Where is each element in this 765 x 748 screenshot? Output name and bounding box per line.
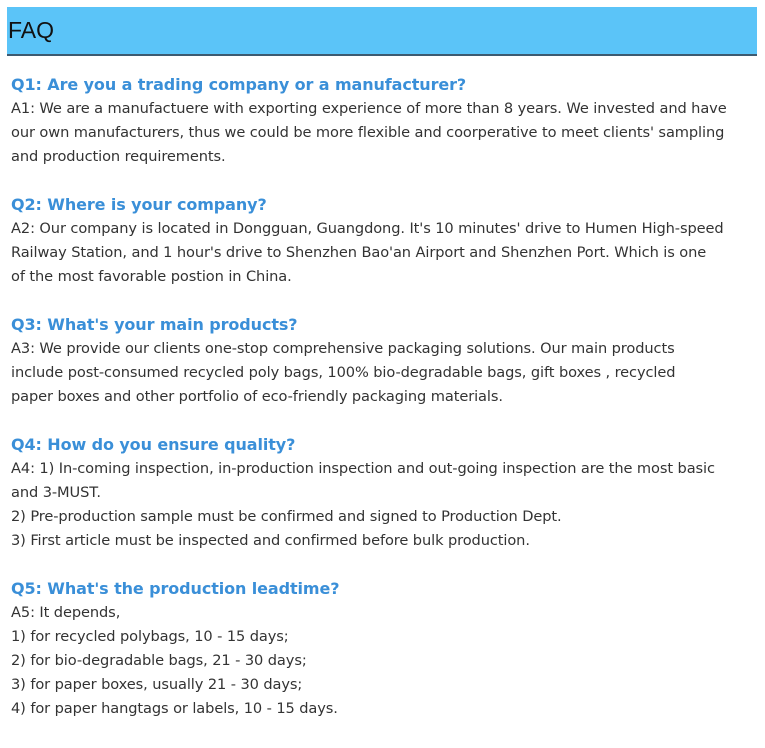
faq-question: Q1: Are you a trading company or a manuf… <box>11 75 467 94</box>
faq-question: Q5: What's the production leadtime? <box>11 579 340 598</box>
faq-question: Q2: Where is your company? <box>11 195 267 214</box>
answer-line: A4: 1) In-coming inspection, in-producti… <box>11 460 715 477</box>
faq-question: Q4: How do you ensure quality? <box>11 435 296 454</box>
faq-answer: A5: It depends, 1) for recycled polybags,… <box>11 601 761 721</box>
faq-header: FAQ <box>7 7 757 56</box>
faq-item: Q5: What's the production leadtime? A5: I… <box>11 577 761 721</box>
answer-line: 1) for recycled polybags, 10 - 15 days; <box>11 628 289 645</box>
answer-line: 3) First article must be inspected and c… <box>11 532 530 549</box>
answer-line: A1: We are a manufactuere with exporting… <box>11 100 727 117</box>
answer-line: include post-consumed recycled poly bags… <box>11 364 676 381</box>
faq-answer: A2: Our company is located in Dongguan, … <box>11 217 761 289</box>
answer-line: A5: It depends, <box>11 604 121 621</box>
answer-line: 2) for bio-degradable bags, 21 - 30 days… <box>11 652 307 669</box>
faq-item: Q2: Where is your company? A2: Our compan… <box>11 193 761 289</box>
faq-question: Q3: What's your main products? <box>11 315 298 334</box>
faq-answer: A1: We are a manufactuere with exporting… <box>11 97 761 169</box>
faq-item: Q4: How do you ensure quality? A4: 1) In-… <box>11 433 761 553</box>
faq-item: Q1: Are you a trading company or a manuf… <box>11 73 761 169</box>
answer-line: Railway Station, and 1 hour's drive to S… <box>11 244 707 261</box>
answer-line: and 3-MUST. <box>11 484 101 501</box>
answer-line: A3: We provide our clients one-stop comp… <box>11 340 675 357</box>
answer-line: our own manufacturers, thus we could be … <box>11 124 725 141</box>
faq-answer: A4: 1) In-coming inspection, in-producti… <box>11 457 761 553</box>
answer-line: A2: Our company is located in Dongguan, … <box>11 220 724 237</box>
answer-line: 4) for paper hangtags or labels, 10 - 15… <box>11 700 338 717</box>
page-title: FAQ <box>8 17 55 43</box>
answer-line: paper boxes and other portfolio of eco-f… <box>11 388 503 405</box>
faq-answer: A3: We provide our clients one-stop comp… <box>11 337 761 409</box>
answer-line: 3) for paper boxes, usually 21 - 30 days… <box>11 676 303 693</box>
answer-line: and production requirements. <box>11 148 226 165</box>
faq-item: Q3: What's your main products? A3: We pro… <box>11 313 761 409</box>
answer-line: of the most favorable postion in China. <box>11 268 292 285</box>
answer-line: 2) Pre-production sample must be confirm… <box>11 508 562 525</box>
faq-list: Q1: Are you a trading company or a manuf… <box>11 73 761 745</box>
